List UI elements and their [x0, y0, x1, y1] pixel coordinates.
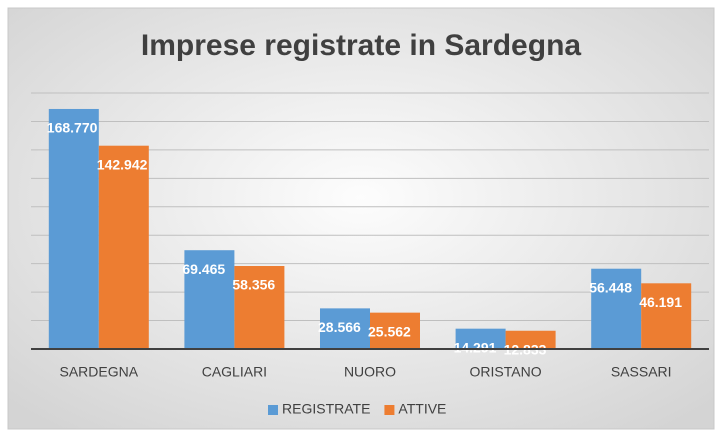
data-label: 46.191 [639, 294, 682, 310]
x-tick-label: ORISTANO [470, 364, 542, 380]
x-tick-label: SARDEGNA [60, 364, 139, 380]
bar [98, 145, 149, 349]
bar [234, 266, 285, 349]
legend-swatch [268, 405, 278, 415]
data-label: 25.562 [368, 323, 411, 339]
data-label: 14.291 [454, 339, 497, 355]
bar [48, 108, 99, 349]
data-label: 58.356 [232, 277, 275, 293]
legend-label: ATTIVE [398, 401, 446, 417]
bar [455, 328, 506, 349]
bar [641, 283, 692, 349]
x-tick-label: NUORO [344, 364, 396, 380]
data-label: 69.465 [182, 261, 225, 277]
chart-title: Imprese registrate in Sardegna [141, 29, 581, 62]
bar [370, 312, 420, 349]
data-label: 28.566 [318, 319, 361, 335]
data-label: 56.448 [589, 279, 632, 295]
bar [505, 330, 556, 349]
bar [591, 268, 642, 349]
bar [320, 308, 370, 349]
x-tick-label: SASSARI [611, 364, 672, 380]
data-label: 142.942 [97, 156, 148, 172]
legend-swatch [384, 405, 395, 415]
data-label: 168.770 [47, 120, 98, 136]
legend-label: REGISTRATE [282, 401, 370, 417]
bar [184, 250, 235, 349]
x-tick-label: CAGLIARI [202, 364, 267, 380]
